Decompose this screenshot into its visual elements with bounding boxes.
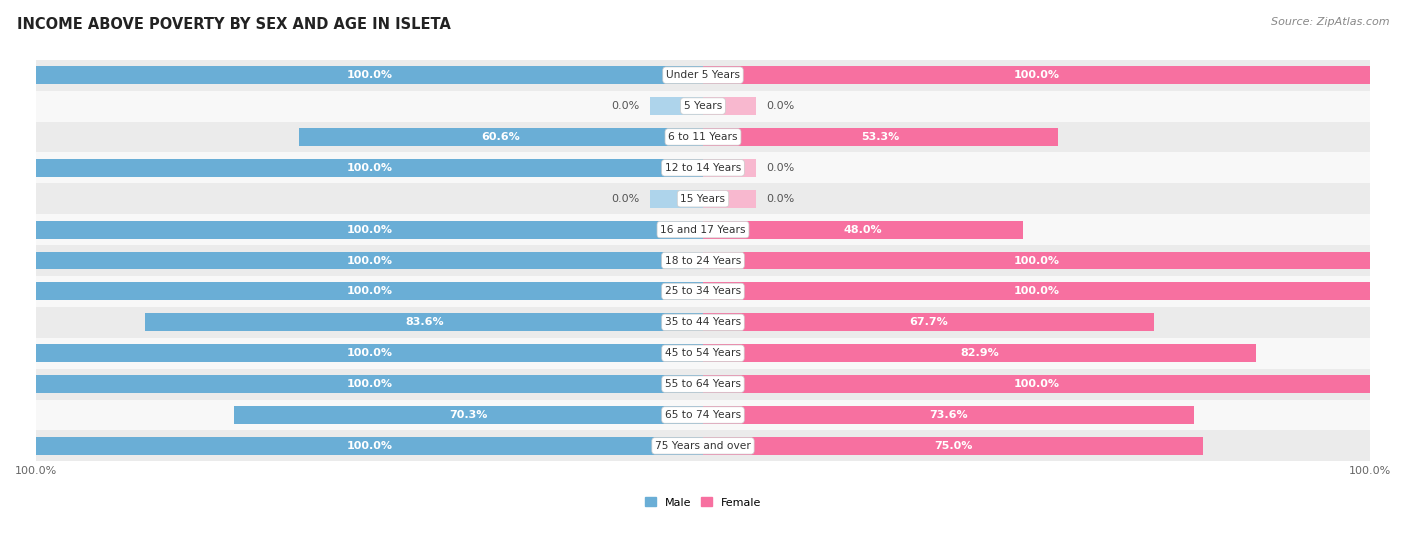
Text: 100.0%: 100.0%: [346, 225, 392, 235]
Bar: [37, 183, 1369, 214]
Text: 100.0%: 100.0%: [346, 348, 392, 358]
Bar: [37, 276, 1369, 307]
Bar: [703, 128, 1059, 146]
Bar: [703, 344, 1256, 362]
Bar: [703, 314, 1154, 331]
Bar: [145, 314, 703, 331]
Bar: [703, 66, 1369, 84]
Bar: [37, 60, 1369, 91]
Bar: [37, 282, 703, 300]
Bar: [37, 437, 703, 455]
Text: 67.7%: 67.7%: [910, 318, 948, 328]
Text: 16 and 17 Years: 16 and 17 Years: [661, 225, 745, 235]
Bar: [299, 128, 703, 146]
Text: 5 Years: 5 Years: [683, 101, 723, 111]
Text: 75 Years and over: 75 Years and over: [655, 441, 751, 451]
Bar: [703, 159, 756, 177]
Text: 15 Years: 15 Years: [681, 194, 725, 203]
Bar: [37, 159, 703, 177]
Bar: [703, 97, 756, 115]
Bar: [37, 153, 1369, 183]
Text: 45 to 54 Years: 45 to 54 Years: [665, 348, 741, 358]
Text: 100.0%: 100.0%: [1014, 255, 1060, 266]
Text: 100.0%: 100.0%: [1014, 70, 1060, 80]
Text: 100.0%: 100.0%: [346, 70, 392, 80]
Bar: [37, 245, 1369, 276]
Text: 100.0%: 100.0%: [346, 379, 392, 389]
Legend: Male, Female: Male, Female: [641, 493, 765, 512]
Bar: [37, 344, 703, 362]
Text: 12 to 14 Years: 12 to 14 Years: [665, 163, 741, 173]
Bar: [703, 375, 1369, 393]
Text: 100.0%: 100.0%: [346, 255, 392, 266]
Bar: [37, 338, 1369, 369]
Bar: [703, 282, 1369, 300]
Text: 73.6%: 73.6%: [929, 410, 967, 420]
Text: 0.0%: 0.0%: [612, 194, 640, 203]
Text: 6 to 11 Years: 6 to 11 Years: [668, 132, 738, 142]
Text: 53.3%: 53.3%: [862, 132, 900, 142]
Bar: [703, 437, 1204, 455]
Bar: [37, 121, 1369, 153]
Text: 48.0%: 48.0%: [844, 225, 883, 235]
Bar: [37, 91, 1369, 121]
Text: 0.0%: 0.0%: [766, 194, 794, 203]
Text: 100.0%: 100.0%: [346, 286, 392, 296]
Text: 75.0%: 75.0%: [934, 441, 973, 451]
Text: 25 to 34 Years: 25 to 34 Years: [665, 286, 741, 296]
Bar: [650, 97, 703, 115]
Text: 65 to 74 Years: 65 to 74 Years: [665, 410, 741, 420]
Text: 0.0%: 0.0%: [766, 101, 794, 111]
Text: 83.6%: 83.6%: [405, 318, 443, 328]
Text: 100.0%: 100.0%: [1014, 379, 1060, 389]
Bar: [703, 221, 1024, 239]
Bar: [703, 190, 756, 208]
Bar: [37, 252, 703, 269]
Text: 100.0%: 100.0%: [346, 163, 392, 173]
Bar: [37, 369, 1369, 400]
Text: 55 to 64 Years: 55 to 64 Years: [665, 379, 741, 389]
Text: Under 5 Years: Under 5 Years: [666, 70, 740, 80]
Text: 18 to 24 Years: 18 to 24 Years: [665, 255, 741, 266]
Text: Source: ZipAtlas.com: Source: ZipAtlas.com: [1271, 17, 1389, 27]
Bar: [37, 307, 1369, 338]
Text: 0.0%: 0.0%: [766, 163, 794, 173]
Bar: [703, 406, 1194, 424]
Text: 35 to 44 Years: 35 to 44 Years: [665, 318, 741, 328]
Text: 70.3%: 70.3%: [450, 410, 488, 420]
Bar: [37, 400, 1369, 430]
Bar: [235, 406, 703, 424]
Bar: [37, 66, 703, 84]
Bar: [650, 190, 703, 208]
Bar: [37, 375, 703, 393]
Bar: [37, 221, 703, 239]
Bar: [703, 252, 1369, 269]
Text: 82.9%: 82.9%: [960, 348, 998, 358]
Text: INCOME ABOVE POVERTY BY SEX AND AGE IN ISLETA: INCOME ABOVE POVERTY BY SEX AND AGE IN I…: [17, 17, 451, 32]
Text: 60.6%: 60.6%: [482, 132, 520, 142]
Text: 100.0%: 100.0%: [346, 441, 392, 451]
Text: 0.0%: 0.0%: [612, 101, 640, 111]
Bar: [37, 214, 1369, 245]
Text: 100.0%: 100.0%: [1014, 286, 1060, 296]
Bar: [37, 430, 1369, 461]
